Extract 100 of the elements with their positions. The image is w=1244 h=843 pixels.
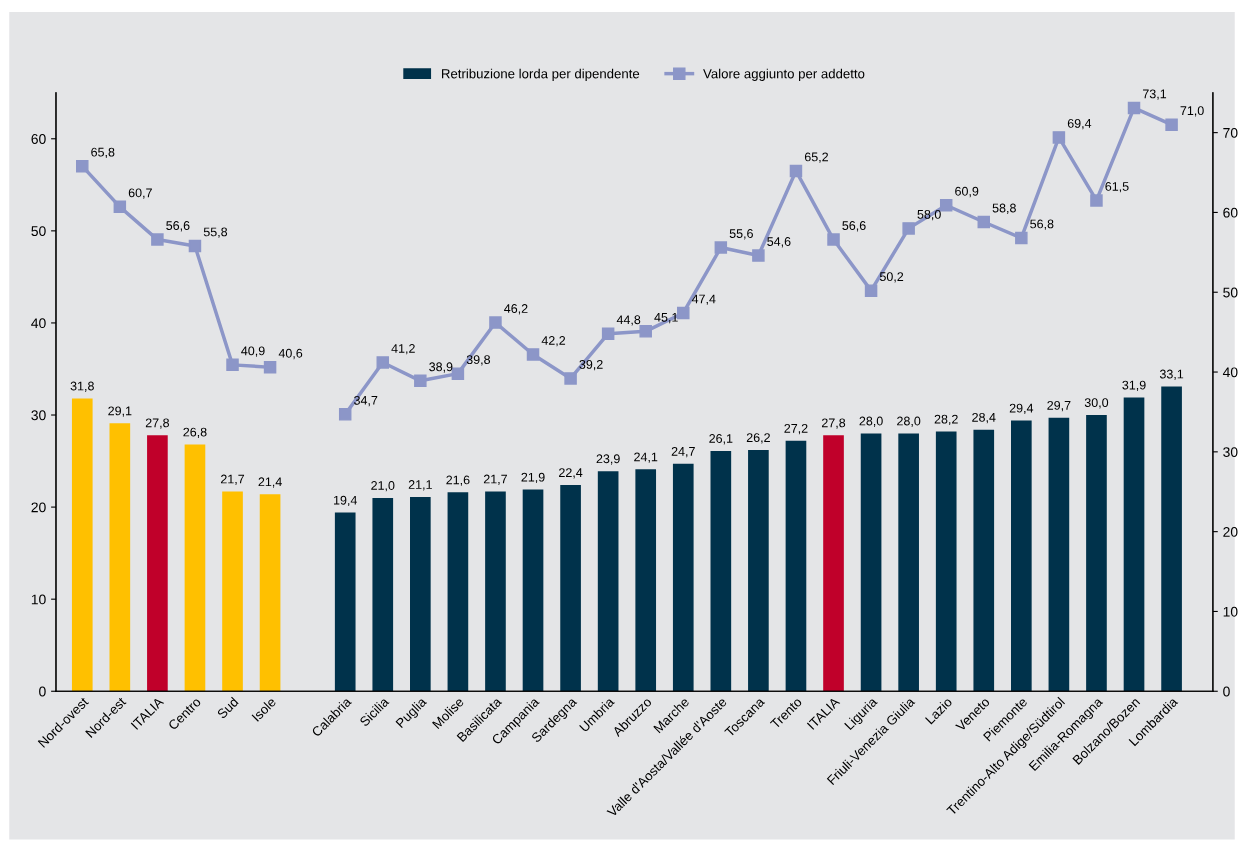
point	[376, 356, 390, 369]
x-tick-label: Sud	[216, 696, 239, 720]
data-label: 28,4	[972, 412, 996, 424]
data-label: 55,6	[729, 229, 753, 240]
point	[414, 374, 427, 388]
y-tick-label: 20	[31, 502, 46, 513]
data-label: 31,9	[1122, 380, 1146, 391]
point	[714, 241, 728, 254]
data-label: 39,8	[466, 355, 491, 366]
data-label: 21,7	[483, 474, 507, 485]
point	[601, 327, 615, 340]
bar	[147, 435, 168, 692]
data-label: 54,6	[767, 237, 791, 248]
data-label: 65,2	[804, 152, 828, 163]
bar	[748, 450, 769, 692]
data-label: 46,2	[504, 304, 528, 315]
bar	[109, 423, 131, 692]
data-label: 44,8	[616, 315, 641, 326]
bar	[184, 444, 206, 692]
point	[977, 215, 991, 229]
y-tick-label: 30	[31, 410, 46, 421]
y2-tick-label: 10	[1223, 606, 1238, 617]
point	[1015, 231, 1028, 245]
data-label: 40,6	[278, 348, 303, 360]
data-label: 69,4	[1067, 118, 1092, 130]
point	[902, 222, 915, 235]
bar	[1048, 417, 1070, 692]
data-label: 56,6	[166, 221, 190, 232]
bar	[710, 450, 732, 692]
data-label: 60,7	[128, 188, 152, 199]
y-tick-label: 40	[31, 318, 46, 329]
point	[752, 249, 765, 262]
bar	[823, 435, 844, 692]
bar	[259, 494, 281, 692]
point	[526, 348, 540, 361]
y2-tick-label: 0	[1223, 686, 1230, 697]
bar	[560, 485, 581, 692]
y2-tick-label: 60	[1223, 207, 1238, 218]
data-label: 27,8	[821, 418, 846, 429]
data-label: 65,8	[91, 147, 115, 159]
data-label: 29,4	[1009, 403, 1034, 415]
y2-tick-label: 30	[1223, 447, 1238, 458]
point	[1052, 131, 1066, 144]
bar	[372, 497, 394, 692]
legend-label: Valore aggiunto per addetto	[703, 68, 865, 81]
data-label: 34,7	[354, 395, 378, 407]
bar	[1086, 415, 1107, 692]
bar	[522, 489, 544, 692]
bar	[334, 512, 356, 692]
data-label: 50,2	[879, 272, 904, 283]
data-label: 24,1	[634, 452, 658, 463]
bar	[447, 492, 469, 692]
y2-tick-label: 70	[1223, 127, 1238, 138]
bar	[410, 496, 431, 692]
point	[789, 164, 803, 178]
bar	[222, 491, 243, 692]
data-label: 21,1	[408, 480, 432, 491]
point	[939, 199, 953, 212]
data-label: 21,9	[521, 472, 545, 484]
point	[1090, 194, 1103, 207]
bar	[860, 433, 882, 692]
bar	[973, 429, 995, 692]
point	[1165, 118, 1178, 131]
data-label: 31,8	[70, 381, 94, 392]
data-label: 61,5	[1105, 182, 1129, 193]
bar	[1011, 420, 1032, 692]
data-label: 58,0	[917, 209, 941, 221]
y2-tick-label: 50	[1223, 287, 1238, 298]
data-label: 21,0	[371, 481, 395, 492]
bar	[71, 398, 93, 692]
bar	[597, 471, 619, 692]
bar	[672, 463, 694, 692]
bar	[635, 469, 657, 692]
data-label: 28,0	[859, 416, 883, 427]
data-label: 26,8	[183, 427, 207, 438]
y2-tick-label: 20	[1223, 526, 1238, 537]
point	[677, 306, 690, 320]
point	[489, 316, 502, 329]
y-tick-label: 0	[39, 686, 46, 697]
point	[827, 233, 840, 246]
data-label: 73,1	[1142, 89, 1167, 100]
data-label: 56,8	[1030, 219, 1054, 230]
data-label: 40,9	[241, 346, 265, 357]
data-label: 21,6	[446, 475, 470, 486]
bar	[898, 433, 919, 692]
y-tick-label: 60	[31, 134, 46, 144]
data-label: 29,7	[1047, 400, 1071, 412]
data-label: 39,2	[579, 359, 603, 371]
data-label: 42,2	[541, 336, 566, 347]
y-tick-label: 10	[31, 594, 46, 605]
data-label: 47,4	[691, 294, 716, 305]
point	[564, 372, 577, 385]
y-tick-label: 50	[31, 226, 46, 237]
y2-tick-label: 40	[1222, 367, 1238, 378]
data-label: 56,6	[842, 221, 866, 232]
data-label: 26,1	[709, 434, 733, 445]
data-label: 38,9	[429, 362, 453, 373]
data-label: 33,1	[1159, 369, 1184, 380]
data-label: 41,2	[391, 344, 415, 355]
data-label: 23,9	[596, 454, 620, 465]
